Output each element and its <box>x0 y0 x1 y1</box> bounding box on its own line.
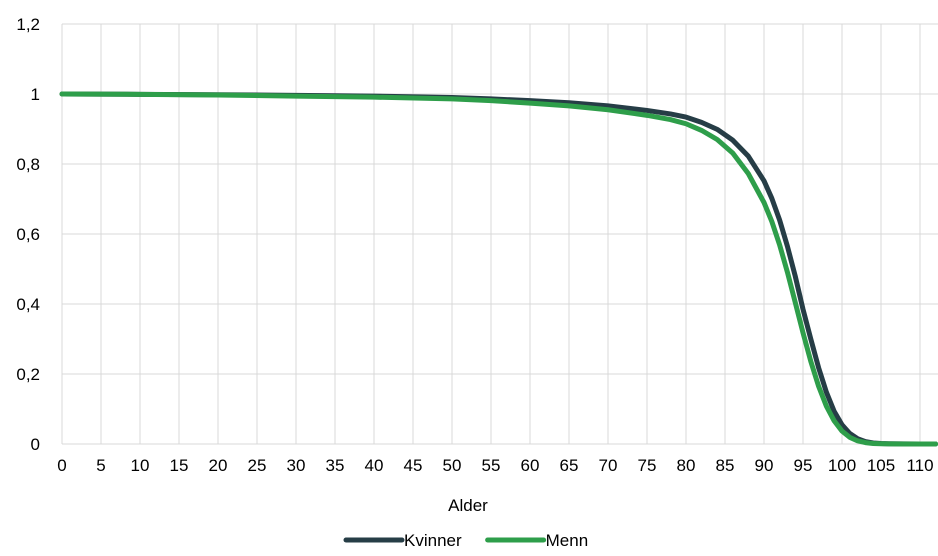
x-tick-label: 45 <box>404 456 423 475</box>
y-tick-label: 0,8 <box>16 155 40 174</box>
y-axis-tick-labels: 0 0,2 0,4 0,6 0,8 1 1,2 <box>16 15 40 454</box>
x-tick-label: 85 <box>716 456 735 475</box>
x-tick-label: 110 <box>906 456 933 475</box>
x-tick-label: 90 <box>755 456 774 475</box>
y-tick-label: 0,4 <box>16 295 40 314</box>
y-tick-label: 0,2 <box>16 365 40 384</box>
x-tick-label: 40 <box>365 456 384 475</box>
x-tick-label: 20 <box>209 456 228 475</box>
x-axis-tick-labels: 0 5 10 15 20 25 30 35 40 45 50 55 60 65 70 75 80 85 90 95 10… <box>57 456 933 475</box>
gridlines <box>61 23 938 445</box>
x-tick-label: 5 <box>96 456 105 475</box>
x-tick-label: 95 <box>794 456 813 475</box>
x-tick-label: 100 <box>828 456 856 475</box>
x-tick-label: 105 <box>867 456 895 475</box>
x-tick-label: 15 <box>170 456 189 475</box>
x-tick-label: 0 <box>57 456 66 475</box>
legend: Kvinner Menn <box>343 531 589 550</box>
series-lines <box>59 91 938 447</box>
y-tick-label: 0,6 <box>16 225 40 244</box>
x-tick-label: 10 <box>131 456 150 475</box>
x-tick-label: 80 <box>677 456 696 475</box>
x-axis-title: Alder <box>448 496 488 515</box>
x-tick-label: 60 <box>521 456 540 475</box>
x-tick-label: 25 <box>248 456 267 475</box>
x-tick-label: 50 <box>443 456 462 475</box>
x-tick-label: 55 <box>482 456 501 475</box>
series-line-kvinner <box>59 91 938 447</box>
series-line-menn <box>59 91 938 447</box>
y-tick-label: 0 <box>31 435 40 454</box>
legend-label-menn: Menn <box>546 531 589 550</box>
y-tick-label: 1,2 <box>16 15 40 34</box>
x-tick-label: 75 <box>638 456 657 475</box>
legend-label-kvinner: Kvinner <box>404 531 462 550</box>
x-tick-label: 35 <box>326 456 345 475</box>
x-tick-label: 70 <box>599 456 618 475</box>
x-tick-label: 65 <box>560 456 579 475</box>
y-tick-label: 1 <box>31 85 40 104</box>
x-tick-label: 30 <box>287 456 306 475</box>
